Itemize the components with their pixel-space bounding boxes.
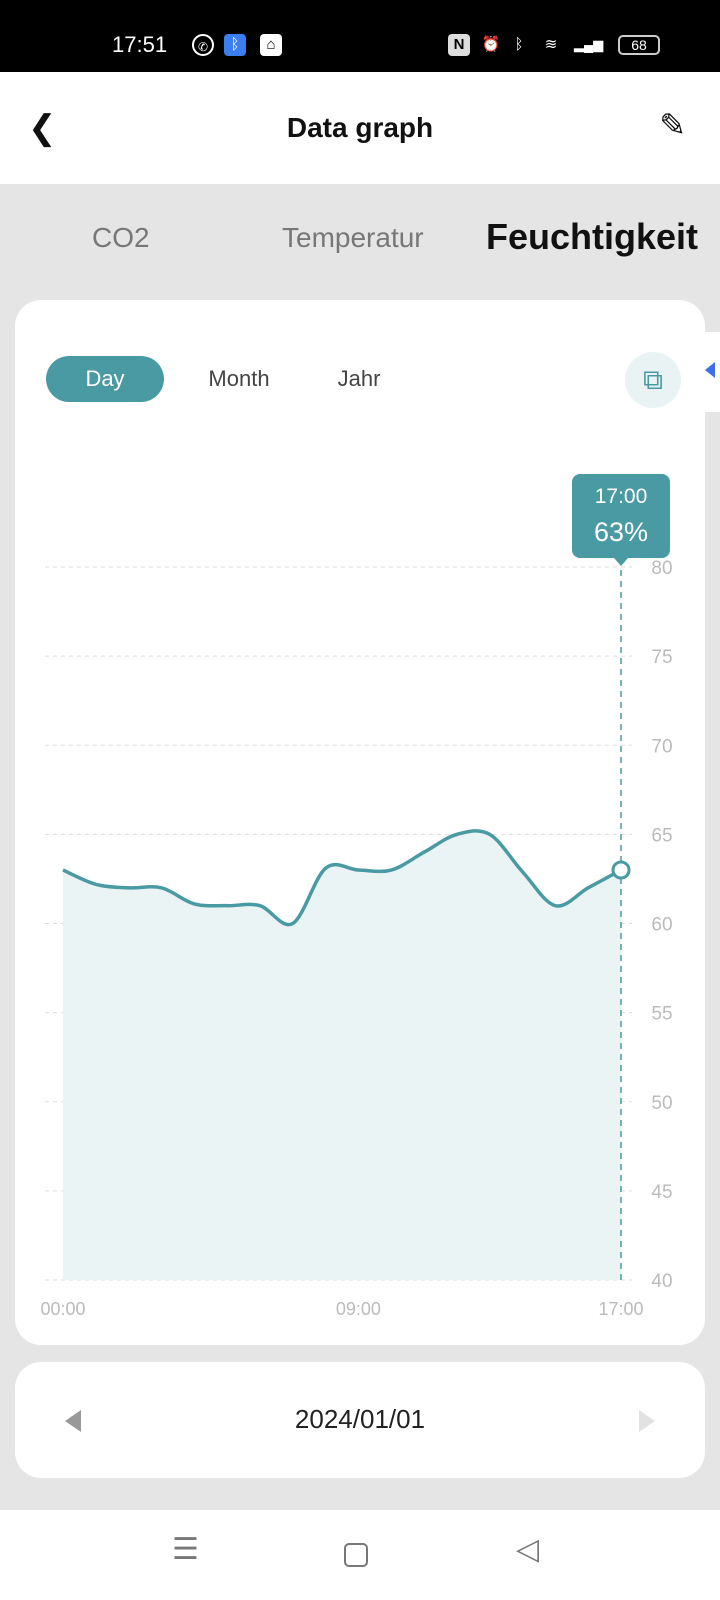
wifi-icon: ≋ — [544, 36, 558, 53]
next-date-button[interactable] — [639, 1410, 655, 1432]
bluetooth-icon: ᛒ — [514, 36, 524, 53]
chart-area-fill — [63, 830, 621, 1280]
chart-series-line — [62, 829, 622, 927]
range-month[interactable]: Month — [208, 366, 270, 391]
battery-icon: 68 — [618, 35, 660, 55]
range-day[interactable]: Day — [46, 356, 164, 402]
chart-selected-point[interactable] — [611, 860, 631, 880]
y-tick-label: 50 — [651, 1093, 672, 1114]
export-icon[interactable]: ⧉ — [625, 352, 681, 408]
tab-temperatur[interactable]: Temperatur — [282, 222, 424, 253]
x-tick-label: 09:00 — [336, 1299, 381, 1319]
back-button[interactable]: ❮ — [28, 109, 57, 147]
home-icon[interactable] — [344, 1543, 368, 1567]
whatsapp-icon: ✆ — [192, 34, 214, 56]
date-navigator: 2024/01/01 — [15, 1362, 705, 1478]
metric-tabs: CO2 Temperatur Feuchtigkeit — [0, 184, 720, 294]
bluetooth-notification-icon: ᛒ — [224, 34, 246, 56]
y-tick-label: 80 — [651, 558, 672, 579]
tooltip-value: 63% — [594, 517, 648, 547]
tab-feuchtigkeit[interactable]: Feuchtigkeit — [486, 216, 699, 257]
y-tick-label: 60 — [651, 915, 672, 936]
y-tick-label: 75 — [651, 647, 672, 668]
tooltip-time: 17:00 — [595, 485, 648, 508]
previous-date-button[interactable] — [65, 1410, 81, 1432]
system-nav-bar: ☰ ◁ — [0, 1510, 720, 1600]
y-tick-label: 70 — [651, 736, 672, 757]
chart-tooltip: 17:00 63% — [572, 474, 670, 566]
y-tick-label: 55 — [651, 1004, 672, 1025]
y-tick-label: 40 — [651, 1271, 672, 1292]
status-bar: 17:51 ✆ ᛒ ⌂ N ⏰ ᛒ ≋ ▂▄▆ 68 — [0, 0, 720, 72]
page-title: Data graph — [286, 112, 434, 143]
range-jahr[interactable]: Jahr — [337, 366, 381, 391]
humidity-chart: 17:00 63% 80 75 70 65 60 55 50 45 40 00:00 09:00 17… — [40, 474, 673, 1319]
y-tick-label: 45 — [651, 1182, 672, 1203]
y-tick-label: 65 — [651, 825, 672, 846]
nfc-icon: N — [448, 34, 470, 56]
alarm-icon: ⏰ — [481, 36, 501, 53]
x-tick-label: 00:00 — [40, 1299, 85, 1319]
app-header: ❮ Data graph ✎ — [0, 72, 720, 184]
x-tick-label: 17:00 — [598, 1299, 643, 1319]
status-time: 17:51 — [112, 32, 168, 57]
tab-co2[interactable]: CO2 — [92, 222, 150, 253]
edit-icon[interactable]: ✎ — [659, 107, 686, 143]
home-app-icon: ⌂ — [260, 34, 282, 56]
side-drawer-handle[interactable] — [705, 332, 720, 412]
menu-icon[interactable]: ☰ — [172, 1533, 199, 1566]
signal-icon: ▂▄▆ — [574, 37, 604, 52]
current-date: 2024/01/01 — [294, 1404, 426, 1434]
back-nav-icon[interactable]: ◁ — [516, 1533, 540, 1566]
